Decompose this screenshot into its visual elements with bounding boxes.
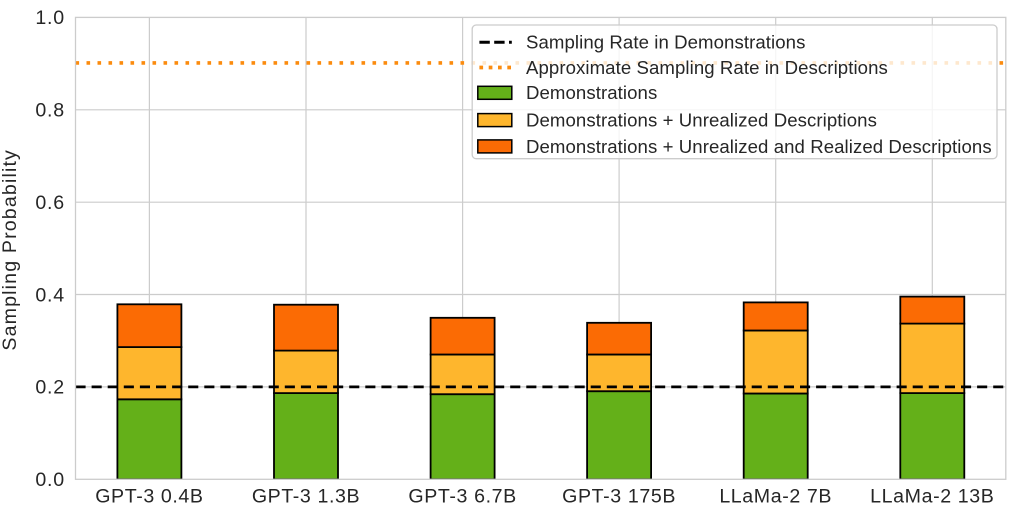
- svg-text:1.0: 1.0: [35, 7, 65, 29]
- svg-text:0.4: 0.4: [35, 284, 65, 306]
- svg-text:LLaMa-2 13B: LLaMa-2 13B: [870, 486, 994, 508]
- svg-text:Sampling Probability: Sampling Probability: [0, 149, 21, 351]
- svg-text:Approximate Sampling Rate in D: Approximate Sampling Rate in Description…: [526, 57, 888, 78]
- svg-text:GPT-3 0.4B: GPT-3 0.4B: [95, 486, 203, 508]
- svg-text:GPT-3 175B: GPT-3 175B: [562, 486, 676, 508]
- svg-text:0.8: 0.8: [35, 100, 65, 122]
- svg-text:Sampling Rate in Demonstration: Sampling Rate in Demonstrations: [526, 32, 805, 53]
- svg-text:0.2: 0.2: [35, 377, 65, 399]
- svg-text:LLaMa-2 7B: LLaMa-2 7B: [719, 486, 832, 508]
- svg-text:Demonstrations: Demonstrations: [526, 82, 657, 103]
- svg-text:Demonstrations + Unrealized De: Demonstrations + Unrealized Descriptions: [526, 109, 877, 130]
- svg-text:Demonstrations + Unrealized an: Demonstrations + Unrealized and Realized…: [526, 136, 992, 157]
- svg-text:GPT-3 6.7B: GPT-3 6.7B: [408, 486, 516, 508]
- svg-text:0.6: 0.6: [35, 192, 65, 214]
- svg-text:0.0: 0.0: [35, 469, 65, 491]
- svg-text:GPT-3 1.3B: GPT-3 1.3B: [252, 486, 360, 508]
